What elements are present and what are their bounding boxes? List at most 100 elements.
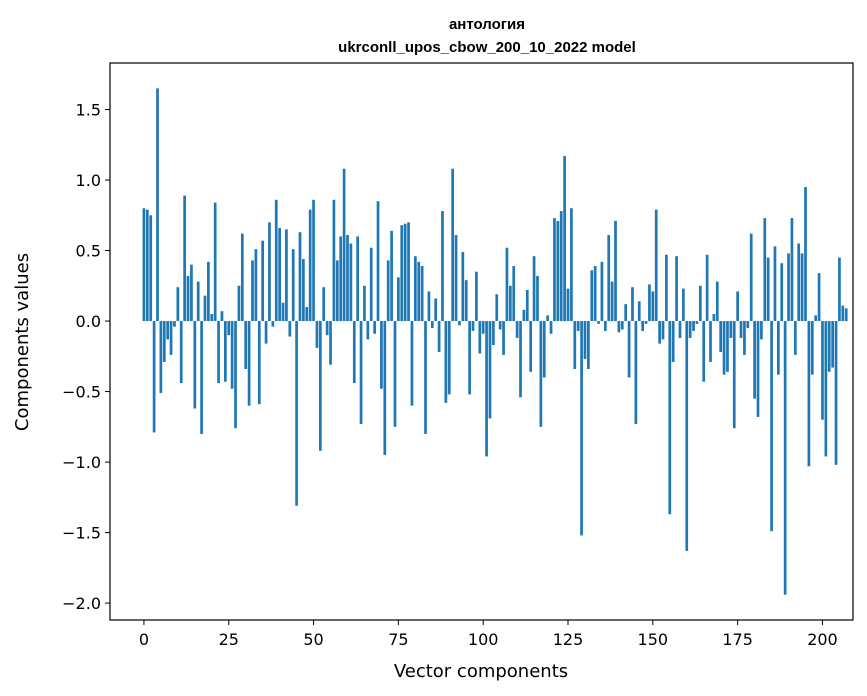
bar bbox=[332, 199, 336, 322]
bar bbox=[736, 291, 739, 322]
bar bbox=[515, 321, 519, 338]
bar bbox=[186, 275, 190, 322]
bar bbox=[162, 321, 166, 362]
bar bbox=[257, 321, 261, 405]
bar bbox=[464, 280, 468, 322]
bar bbox=[193, 321, 197, 409]
bar bbox=[719, 321, 723, 353]
bar bbox=[583, 321, 587, 360]
bar bbox=[844, 308, 848, 322]
bar bbox=[234, 321, 237, 429]
bar bbox=[145, 209, 149, 322]
bar bbox=[475, 271, 478, 322]
bar bbox=[305, 306, 309, 322]
bar bbox=[485, 321, 488, 457]
bar bbox=[804, 187, 807, 322]
bar bbox=[675, 256, 678, 322]
bar bbox=[671, 321, 675, 362]
bar bbox=[210, 314, 214, 322]
x-tick-label: 25 bbox=[219, 630, 239, 649]
bar bbox=[827, 321, 831, 372]
bar bbox=[471, 321, 475, 331]
x-tick-label: 125 bbox=[553, 630, 584, 649]
bar bbox=[498, 321, 502, 330]
bar bbox=[770, 321, 773, 532]
bar bbox=[705, 254, 709, 322]
bar bbox=[169, 321, 173, 355]
bar bbox=[539, 321, 543, 427]
bar bbox=[576, 321, 580, 331]
bar bbox=[810, 321, 814, 375]
bar bbox=[729, 321, 733, 338]
bar bbox=[698, 285, 702, 322]
bar bbox=[434, 298, 438, 322]
bar bbox=[488, 321, 492, 419]
bar bbox=[318, 321, 322, 451]
bar bbox=[417, 261, 421, 322]
bar bbox=[824, 321, 828, 457]
bar bbox=[407, 222, 410, 322]
bar bbox=[763, 218, 767, 322]
bar bbox=[240, 233, 244, 322]
bar bbox=[196, 281, 200, 322]
bar bbox=[821, 321, 824, 420]
bar bbox=[593, 266, 597, 322]
bar bbox=[739, 321, 743, 338]
bar bbox=[176, 287, 180, 322]
bar bbox=[413, 256, 417, 322]
bar bbox=[481, 321, 485, 334]
bar bbox=[668, 321, 672, 515]
bar bbox=[783, 321, 787, 595]
bar bbox=[648, 284, 651, 322]
bar bbox=[339, 236, 343, 322]
bar bbox=[743, 321, 746, 355]
bar bbox=[329, 321, 332, 365]
bar bbox=[173, 321, 176, 327]
bar bbox=[658, 321, 661, 344]
bar bbox=[573, 321, 577, 369]
bar bbox=[549, 321, 553, 334]
bar bbox=[430, 321, 434, 329]
bar bbox=[760, 321, 763, 340]
bar bbox=[814, 315, 818, 322]
bar bbox=[546, 315, 550, 322]
bar bbox=[556, 220, 560, 322]
y-tick-label: −0.5 bbox=[62, 383, 101, 402]
bar bbox=[281, 302, 285, 322]
bar bbox=[661, 321, 665, 340]
bar bbox=[400, 225, 404, 322]
bar bbox=[386, 260, 390, 322]
bar bbox=[461, 251, 465, 322]
bar bbox=[502, 321, 505, 355]
bar bbox=[722, 321, 726, 375]
bar bbox=[410, 321, 414, 406]
bar bbox=[217, 321, 220, 384]
bar bbox=[298, 232, 302, 322]
bar bbox=[797, 243, 801, 322]
bar bbox=[285, 229, 288, 322]
y-tick-label: −1.5 bbox=[62, 524, 101, 543]
bar bbox=[380, 321, 383, 389]
bar bbox=[597, 321, 600, 324]
bar bbox=[325, 321, 329, 336]
bar bbox=[397, 277, 400, 322]
bar bbox=[644, 321, 648, 324]
bar bbox=[373, 321, 376, 334]
bar bbox=[777, 321, 780, 375]
bar bbox=[156, 88, 159, 322]
bar bbox=[620, 321, 624, 330]
bar bbox=[295, 321, 298, 506]
bar bbox=[695, 321, 699, 324]
bar bbox=[712, 314, 716, 322]
bar bbox=[149, 215, 153, 322]
bar bbox=[322, 287, 326, 322]
bar bbox=[142, 208, 146, 322]
x-tick-label: 0 bbox=[139, 630, 149, 649]
bar bbox=[363, 285, 366, 322]
bar bbox=[566, 288, 570, 322]
bar bbox=[207, 261, 210, 322]
x-tick-label: 175 bbox=[722, 630, 753, 649]
bar bbox=[393, 321, 397, 427]
bar bbox=[692, 321, 695, 331]
